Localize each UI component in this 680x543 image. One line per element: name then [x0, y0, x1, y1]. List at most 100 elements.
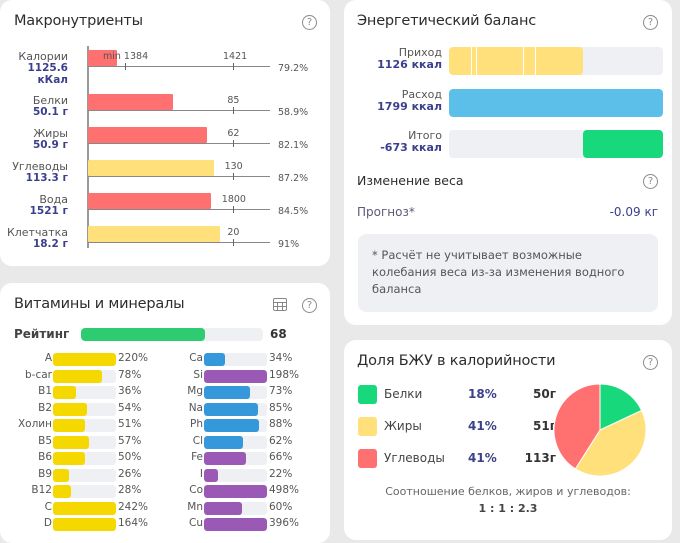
vitamin-row: Co 498%	[0, 484, 330, 498]
help-icon[interactable]: ?	[643, 15, 658, 30]
macro-tick	[233, 107, 234, 114]
forecast-note-text: * Расчёт не учитывает возможные колебани…	[372, 248, 625, 296]
vitamin-fill	[53, 353, 116, 366]
vitamin-track	[204, 501, 267, 515]
rating-label: Рейтинг	[14, 327, 70, 341]
vitamin-name: I	[199, 467, 203, 480]
vitamin-percent: 164%	[118, 517, 149, 529]
vitamin-name: Mn	[187, 500, 203, 513]
vitamin-row: Ca 34%	[0, 352, 330, 366]
vitamin-track	[53, 353, 116, 366]
vitamin-fill	[53, 386, 76, 399]
vitamin-fill	[204, 452, 246, 465]
bju-grams: 50г	[533, 387, 556, 401]
macro-percent: 87.2%	[278, 173, 309, 184]
bju-row: Жиры 41% 51г	[358, 417, 558, 437]
macro-tick	[233, 239, 234, 246]
vitamin-name: B1	[38, 385, 52, 397]
macro-scale-line	[88, 242, 270, 243]
macro-name: Клетчатка	[6, 226, 68, 239]
vitamin-fill	[204, 386, 250, 399]
help-icon[interactable]: ?	[302, 15, 317, 30]
vitamin-fill	[204, 419, 260, 432]
bju-name: Белки	[384, 387, 423, 401]
macro-scale-line	[88, 66, 270, 67]
bju-grams: 113г	[524, 451, 556, 465]
vitamin-row: B2 54%	[0, 402, 330, 416]
macro-name: Жиры	[33, 127, 68, 140]
macro-bar	[88, 193, 211, 209]
help-icon[interactable]: ?	[643, 355, 658, 370]
vitamin-percent: 28%	[118, 484, 142, 496]
vitamin-track	[53, 435, 116, 449]
macro-row: Клетчатка 18.2 г 20 91%	[0, 226, 330, 260]
macro-row: Калории 1125.6 кКал min 1384 1421 79.2%	[0, 50, 330, 86]
macro-tick	[125, 63, 126, 70]
vitamin-percent: 26%	[118, 467, 142, 480]
vitamin-track	[204, 435, 267, 449]
bju-percent: 41%	[468, 451, 497, 465]
table-icon[interactable]	[273, 298, 287, 311]
macro-scale-line	[88, 209, 270, 210]
vitamin-percent: 78%	[118, 368, 142, 381]
macro-scale-line	[88, 143, 270, 144]
vitamin-row: b-car 78%	[0, 369, 330, 383]
vitamin-percent: 36%	[118, 385, 142, 397]
vitamin-percent: 198%	[269, 368, 300, 381]
vitamin-percent: 396%	[269, 517, 300, 529]
energy-label: Приход	[398, 46, 442, 59]
vitamin-fill	[204, 353, 226, 366]
rating-fill	[81, 328, 205, 341]
bju-title: Доля БЖУ в калорийности	[357, 353, 556, 369]
vitamin-track	[204, 518, 267, 531]
macro-scale-line	[88, 110, 270, 111]
vitamin-row: D 164%	[0, 517, 330, 531]
energy-value: 1799 ккал	[377, 100, 442, 113]
macro-tick-label: 1800	[221, 194, 246, 205]
help-icon[interactable]: ?	[643, 174, 658, 189]
vitamin-row: I 22%	[0, 468, 330, 482]
forecast-label: Прогноз*	[357, 205, 415, 219]
vitamin-row: B12 28%	[0, 484, 330, 498]
vitamin-name: Si	[193, 368, 203, 381]
bju-name: Жиры	[384, 419, 422, 433]
vitamin-percent: 54%	[118, 401, 142, 414]
energy-row: Итого -673 ккал	[344, 128, 672, 158]
macro-percent: 91%	[278, 239, 300, 250]
energy-fill	[449, 89, 663, 117]
vitamin-name: B12	[31, 484, 52, 496]
vitamin-name: C	[44, 500, 52, 513]
pie-slice-1	[574, 409, 647, 477]
energy-segment-divider	[535, 47, 536, 75]
vitamin-track	[204, 419, 267, 432]
pie-slice-0	[599, 383, 643, 431]
vitamin-percent: 51%	[118, 418, 142, 430]
vitamin-fill	[53, 435, 89, 449]
help-icon[interactable]: ?	[302, 298, 317, 313]
energy-row: Приход 1126 ккал	[344, 45, 672, 75]
vitamin-name: B9	[38, 467, 52, 480]
energy-fill	[582, 130, 663, 158]
vitamin-percent: 498%	[269, 484, 300, 496]
macro-tick	[233, 173, 234, 180]
vitamin-row: B9 26%	[0, 468, 330, 482]
macro-name: Углеводы	[12, 160, 68, 173]
vitamin-percent: 85%	[269, 401, 293, 414]
vitamin-track	[53, 452, 116, 465]
bju-pie-chart	[553, 383, 647, 477]
vitamin-fill	[204, 485, 267, 498]
weight-change-title: Изменение веса	[357, 173, 464, 188]
macro-percent: 84.5%	[278, 206, 309, 217]
bju-percent: 18%	[468, 387, 497, 401]
vitamin-row: B5 57%	[0, 435, 330, 449]
energy-title: Энергетический баланс	[357, 13, 537, 29]
macro-bar	[88, 94, 174, 110]
vitamin-name: B2	[38, 401, 52, 414]
vitamin-fill	[53, 485, 71, 498]
macro-name: Калории	[18, 50, 68, 63]
vitamin-name: Холин	[17, 418, 52, 430]
energy-track	[449, 89, 663, 117]
macro-row: Вода 1521 г 1800 84.5%	[0, 193, 330, 227]
vitamin-percent: 34%	[269, 352, 293, 364]
vitamin-percent: 57%	[118, 434, 142, 447]
